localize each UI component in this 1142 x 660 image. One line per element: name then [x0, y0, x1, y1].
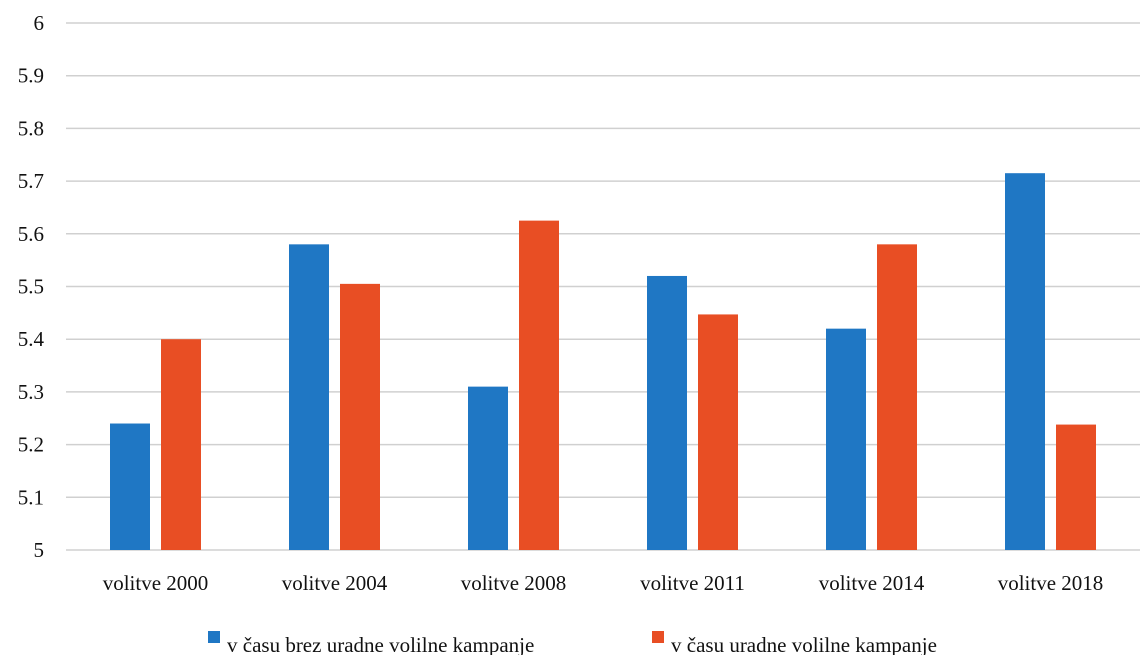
legend-label-series1: v času brez uradne volilne kampanje: [227, 633, 534, 655]
bars: [110, 173, 1096, 550]
bar-series1-volitve-2014: [826, 328, 866, 550]
bar-series2-volitve-2014: [877, 244, 917, 550]
legend-swatch-series1: [208, 631, 220, 643]
x-category-label: volitve 2000: [103, 571, 209, 595]
y-tick-label: 5.4: [18, 327, 45, 351]
y-tick-label: 5.9: [18, 64, 44, 88]
bar-series1-volitve-2018: [1005, 173, 1045, 550]
bar-series2-volitve-2011: [698, 314, 738, 550]
bar-series1-volitve-2004: [289, 244, 329, 550]
bar-series2-volitve-2004: [340, 283, 380, 550]
y-axis-ticks: 5 5.1 5.2 5.3 5.4 5.5 5.6 5.7 5.8 5.9 6: [18, 11, 45, 562]
bar-series2-volitve-2018: [1056, 424, 1096, 550]
y-tick-label: 5.1: [18, 485, 44, 509]
y-tick-label: 5.6: [18, 222, 44, 246]
y-tick-label: 5.8: [18, 116, 44, 140]
y-tick-label: 5.7: [18, 169, 44, 193]
y-tick-label: 5: [34, 538, 45, 562]
y-tick-label: 5.2: [18, 433, 44, 457]
gridlines: [66, 22, 1140, 551]
y-tick-label: 6: [34, 11, 45, 35]
legend-swatch-series2: [652, 631, 664, 643]
bar-series1-volitve-2000: [110, 423, 150, 550]
bar-series1-volitve-2011: [647, 275, 687, 550]
x-category-label: volitve 2011: [640, 571, 745, 595]
legend: v času brez uradne volilne kampanje v čas…: [208, 631, 937, 657]
x-category-label: volitve 2014: [819, 571, 925, 595]
x-category-label: volitve 2018: [998, 571, 1104, 595]
y-tick-label: 5.5: [18, 275, 44, 299]
x-category-label: volitve 2008: [461, 571, 567, 595]
x-axis-ticks: volitve 2000 volitve 2004 volitve 2008 voli…: [103, 571, 1104, 595]
y-tick-label: 5.3: [18, 380, 44, 404]
bar-series2-volitve-2000: [161, 339, 201, 550]
bar-series2-volitve-2008: [519, 220, 559, 550]
bar-series1-volitve-2008: [468, 386, 508, 550]
legend-label-series2: v času uradne volilne kampanje: [671, 633, 937, 655]
x-category-label: volitve 2004: [282, 571, 388, 595]
